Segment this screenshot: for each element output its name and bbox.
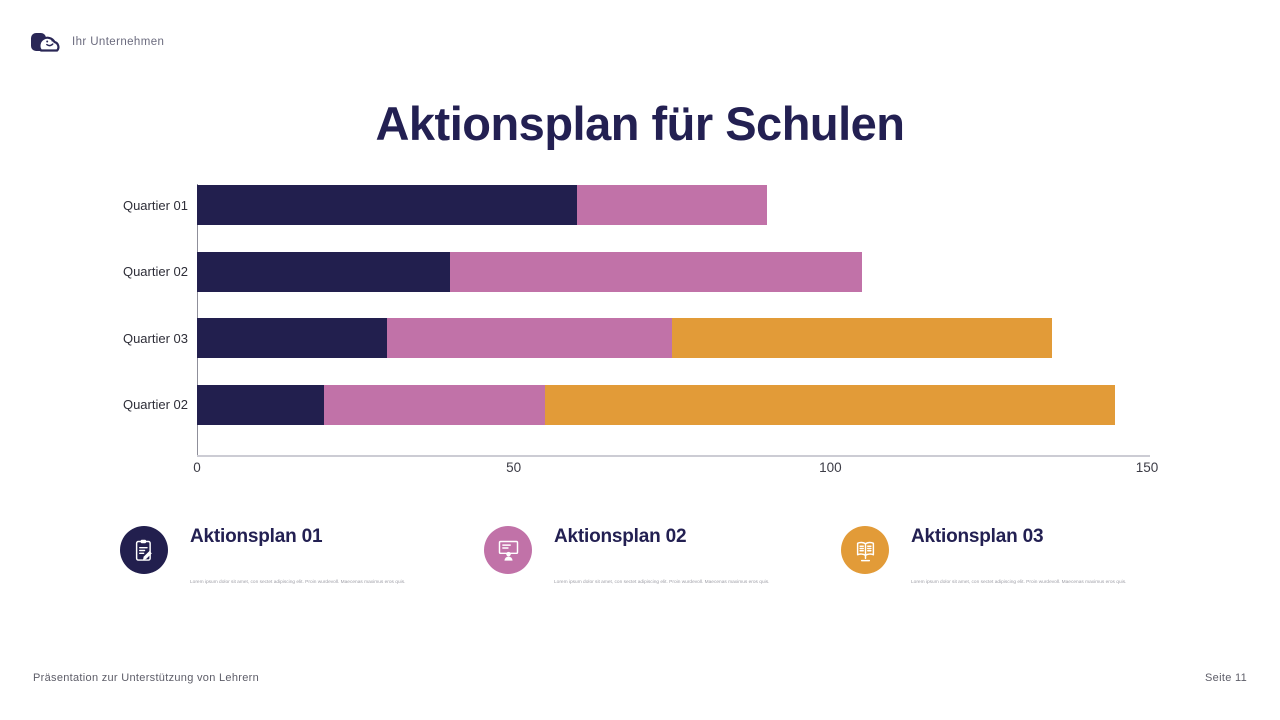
- x-axis-tick: 50: [506, 460, 522, 475]
- x-axis-ticks: 0 50 100 150: [193, 460, 1158, 478]
- y-axis-label: Quartier 01: [122, 197, 188, 213]
- bar-segment-aktionsplan-02: [450, 251, 862, 292]
- cloud-logo-icon: [31, 33, 60, 52]
- page-title: Aktionsplan für Schulen: [375, 97, 905, 150]
- legend-card-title: Aktionsplan 02: [554, 526, 687, 547]
- company-name: Ihr Unternehmen: [72, 36, 165, 48]
- bar-track: [197, 318, 1147, 358]
- bar-segment-aktionsplan-03: [545, 384, 1116, 425]
- chart-rows: Quartier 01 Quartier 02 Quartier 03 Quartie…: [108, 185, 1147, 451]
- page-number: Seite 11: [1205, 672, 1247, 684]
- brand-header: Ihr Unternehmen: [30, 27, 164, 57]
- bar-segment-aktionsplan-02: [387, 318, 672, 358]
- footer-caption: Präsentation zur Unterstützung von Lehre…: [33, 672, 259, 684]
- x-axis-tick: 150: [1135, 460, 1159, 475]
- bar-segment-aktionsplan-03: [672, 318, 1052, 358]
- y-axis-label: Quartier 03: [122, 330, 188, 346]
- chart-row: Quartier 02: [108, 251, 1147, 292]
- bar-segment-aktionsplan-01: [197, 384, 324, 425]
- clipboard-pencil-icon: [135, 539, 152, 561]
- bar-segment-aktionsplan-01: [197, 318, 387, 358]
- bar-segment-aktionsplan-01: [197, 185, 577, 225]
- x-axis-line: [197, 455, 1150, 457]
- legend-icon-circle: [841, 526, 889, 574]
- chart-row: Quartier 01: [108, 185, 1147, 225]
- legend-card-aktionsplan-03: Aktionsplan 03 Lorem ipsum dolor sit ame…: [841, 526, 1136, 586]
- chart-row: Quartier 03: [108, 318, 1147, 358]
- legend-card-description: Lorem ipsum dolor sit amet, con sectet a…: [190, 580, 406, 585]
- book-screen-icon: [856, 541, 874, 561]
- legend-card-title: Aktionsplan 03: [911, 526, 1044, 547]
- legend-card-description: Lorem ipsum dolor sit amet, con sectet a…: [911, 580, 1127, 585]
- bar-segment-aktionsplan-02: [323, 384, 546, 425]
- presentation-person-icon: [498, 540, 518, 561]
- legend-card-aktionsplan-02: Aktionsplan 02 Lorem ipsum dolor sit ame…: [484, 526, 779, 586]
- chart-row: Quartier 02: [108, 384, 1147, 425]
- bar-track: [197, 251, 1147, 292]
- bar-track: [197, 384, 1147, 425]
- bar-track: [197, 185, 1147, 225]
- bar-segment-aktionsplan-02: [577, 185, 767, 225]
- legend-card-description: Lorem ipsum dolor sit amet, con sectet a…: [554, 580, 770, 585]
- x-axis-tick: 100: [819, 460, 842, 475]
- y-axis-label: Quartier 02: [122, 397, 188, 412]
- legend-card-aktionsplan-01: Aktionsplan 01 Lorem ipsum dolor sit ame…: [120, 526, 415, 586]
- legend-card-text: Aktionsplan 02 Lorem ipsum dolor sit ame…: [554, 526, 779, 586]
- legend-icon-circle: [120, 526, 168, 574]
- y-axis-label: Quartier 02: [122, 264, 188, 279]
- legend-card-title: Aktionsplan 01: [190, 526, 323, 547]
- legend-card-text: Aktionsplan 01 Lorem ipsum dolor sit ame…: [190, 526, 415, 586]
- bar-segment-aktionsplan-01: [197, 251, 451, 292]
- legend-card-text: Aktionsplan 03 Lorem ipsum dolor sit ame…: [911, 526, 1136, 586]
- x-axis-tick: 0: [193, 460, 201, 475]
- legend-icon-circle: [484, 526, 532, 574]
